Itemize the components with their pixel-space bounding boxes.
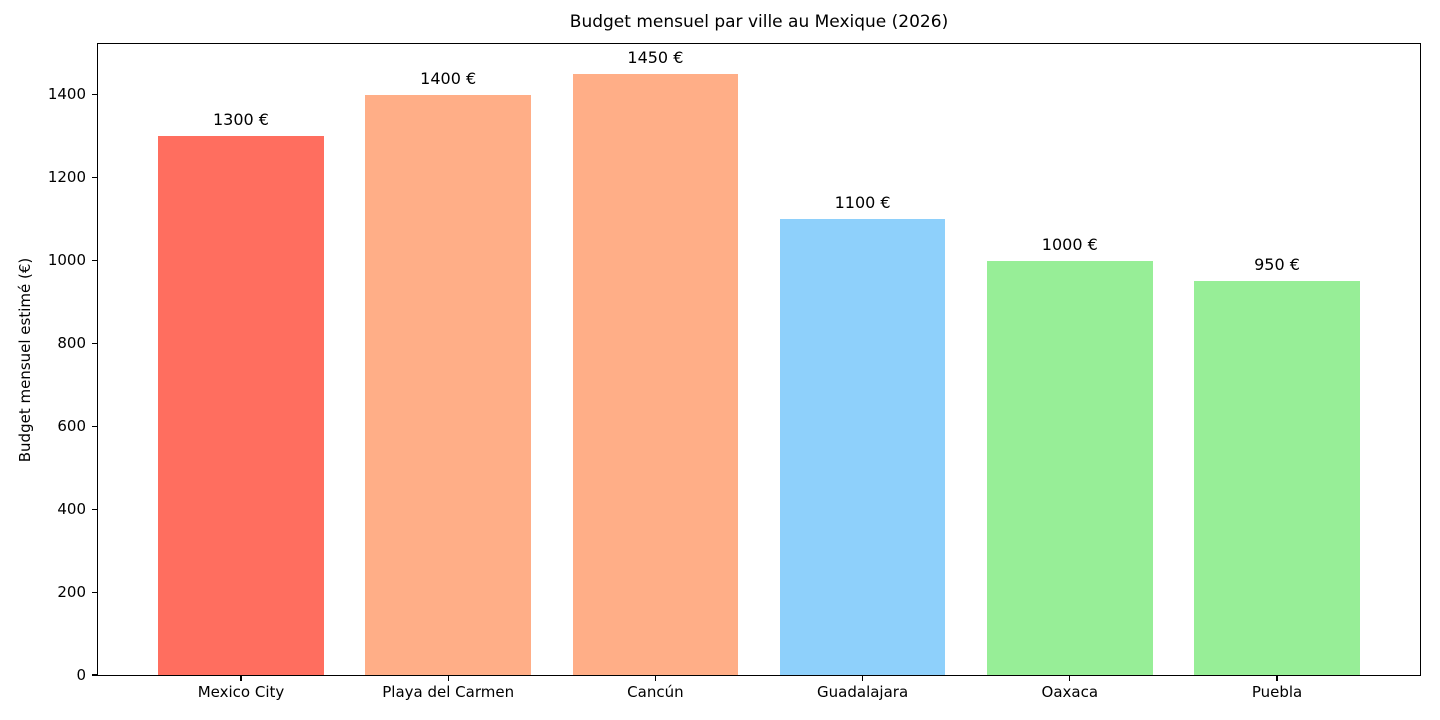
bar-value-label-playa-del-carmen: 1400 €	[420, 68, 477, 88]
plot-area: 0 200 400 600 800 1000 1200 1400 1300 € Mexico Ci…	[48, 43, 1421, 701]
x-tick-mark-playa-del-carmen	[447, 675, 449, 681]
x-tick-label-cancun: Cancún	[627, 683, 684, 701]
bar-value-label-oaxaca: 1000 €	[1041, 234, 1098, 254]
bar-puebla: 950 €	[1194, 256, 1360, 675]
x-tick-mark-oaxaca	[1069, 675, 1071, 681]
y-tick-label-1200: 1200	[47, 168, 86, 187]
bar-guadalajara: 1100 €	[779, 194, 946, 675]
y-tick-label-400: 400	[57, 499, 86, 518]
bar-oaxaca: 1000 €	[986, 235, 1153, 675]
x-tick-label-oaxaca: Oaxaca	[1041, 683, 1099, 701]
y-axis-label: Budget mensuel estimé (€)	[16, 257, 34, 463]
y-tick-label-1400: 1400	[47, 85, 86, 104]
chart-title: Budget mensuel par ville au Mexique (202…	[569, 12, 949, 32]
y-tick-mark-200	[92, 591, 98, 593]
bar-value-label-guadalajara: 1100 €	[834, 193, 891, 213]
bar-mexico-city: 1300 €	[158, 111, 324, 675]
bar-value-label-mexico-city: 1300 €	[212, 110, 269, 130]
y-tick-mark-400	[92, 508, 98, 510]
y-tick-mark-1400	[92, 94, 98, 96]
x-tick-mark-guadalajara	[862, 675, 864, 681]
x-tick-mark-mexico-city	[240, 675, 242, 681]
y-tick-label-600: 600	[57, 416, 86, 435]
y-tick-mark-1200	[92, 177, 98, 179]
x-tick-label-mexico-city: Mexico City	[197, 683, 285, 701]
bar-playa-del-carmen: 1400 €	[365, 69, 532, 675]
x-tick-mark-puebla	[1276, 675, 1278, 681]
x-tick-label-guadalajara: Guadalajara	[817, 683, 909, 701]
x-tick-label-puebla: Puebla	[1251, 683, 1303, 701]
bar-value-label-puebla: 950 €	[1254, 255, 1300, 275]
y-tick-label-800: 800	[57, 333, 86, 352]
y-tick-mark-800	[92, 342, 98, 345]
y-tick-mark-1000	[92, 259, 98, 262]
bar-cancun: 1450 €	[572, 49, 739, 675]
x-tick-mark-cancun	[654, 675, 656, 681]
y-tick-label-0: 0	[76, 665, 86, 684]
bar-value-label-cancun: 1450 €	[627, 48, 684, 68]
y-tick-label-200: 200	[57, 582, 86, 601]
y-tick-mark-0	[92, 674, 98, 676]
y-tick-mark-600	[92, 425, 98, 427]
x-tick-label-playa-del-carmen: Playa del Carmen	[382, 683, 515, 701]
y-tick-label-1000: 1000	[47, 251, 86, 270]
